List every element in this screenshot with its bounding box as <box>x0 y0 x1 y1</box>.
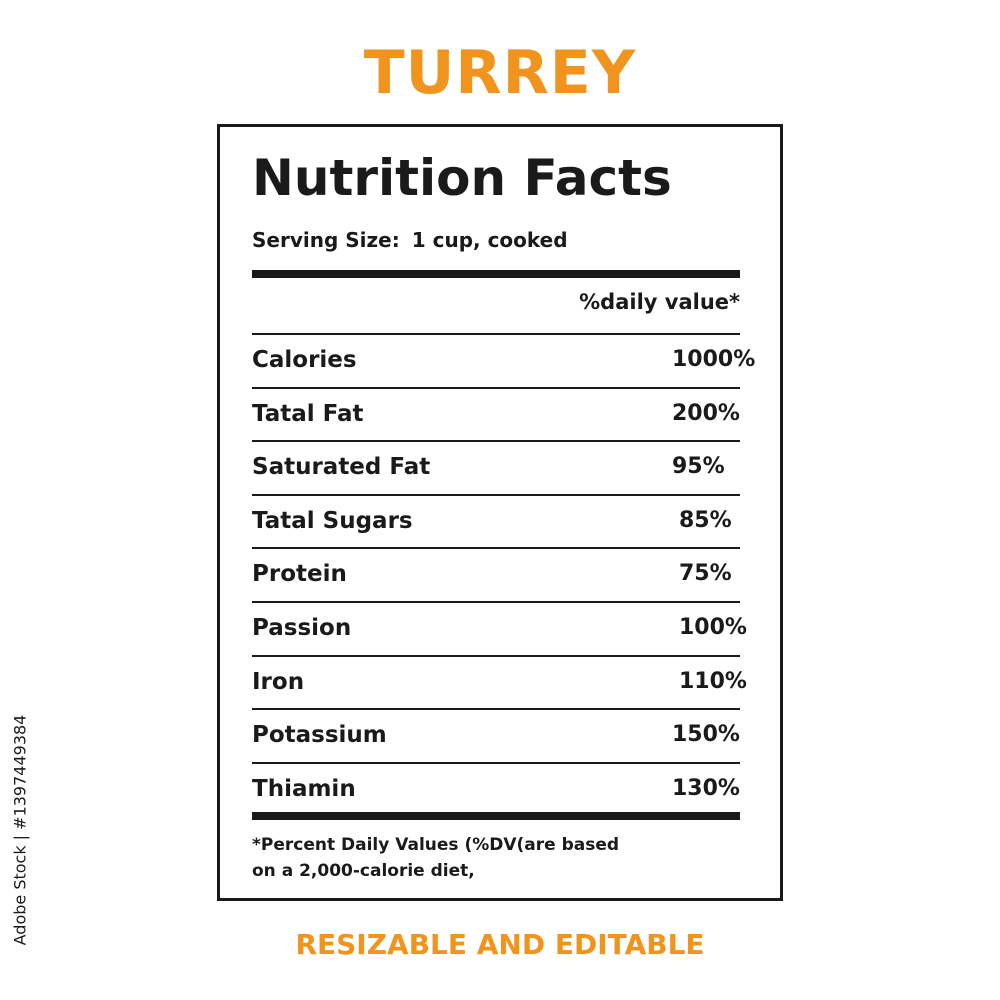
nutrient-row-thiamin: Thiamin 130% <box>252 761 740 816</box>
nutrient-row-total-sugars: Tatal Sugars 85% <box>252 493 740 548</box>
daily-value-footnote: *Percent Daily Values (%DV(are based on … <box>252 832 722 884</box>
nutrient-name: Protein <box>252 561 347 588</box>
page-title: TURREY <box>363 38 637 108</box>
nutrient-row-calories: Calories 1000% <box>252 333 755 387</box>
nutrient-row-potassium: Potassium 150% <box>252 708 740 762</box>
nutrient-percent: 1000% <box>672 347 756 372</box>
nutrient-row-passion: Passion 100% <box>252 600 747 655</box>
serving-size: Serving Size: 1 cup, cooked <box>252 225 568 255</box>
nutrient-percent: 130% <box>672 775 740 801</box>
nutrition-facts-heading: Nutrition Facts <box>252 149 672 207</box>
nutrient-rows: Calories 1000% Tatal Fat 200% Saturated … <box>252 333 755 816</box>
daily-value-header: %daily value* <box>579 290 740 314</box>
nutrient-percent: 95% <box>672 454 725 480</box>
nutrient-name: Iron <box>252 668 305 695</box>
nutrient-name: Tatal Sugars <box>252 507 413 534</box>
footnote-line-1: *Percent Daily Values (%DV(are based <box>252 835 620 855</box>
nutrient-name: Tatal Fat <box>252 400 364 427</box>
thick-divider-bottom <box>252 812 740 820</box>
thick-divider-top <box>252 270 740 278</box>
nutrient-row-total-fat: Tatal Fat 200% <box>252 386 740 441</box>
serving-size-value: 1 cup, cooked <box>411 228 568 252</box>
nutrient-name: Thiamin <box>252 775 356 802</box>
nutrient-name: Passion <box>252 614 352 641</box>
serving-size-label: Serving Size: <box>252 228 400 252</box>
nutrient-name: Saturated Fat <box>252 454 431 481</box>
nutrient-percent: 150% <box>672 722 740 748</box>
nutrient-row-protein: Protein 75% <box>252 547 740 601</box>
nutrient-percent: 85% <box>679 507 732 533</box>
footer-caption: RESIZABLE AND EDITABLE <box>295 928 705 961</box>
nutrient-name: Potassium <box>252 722 387 749</box>
nutrient-percent: 100% <box>679 614 747 640</box>
stock-id-text: Adobe Stock | #1397449384 <box>10 714 30 946</box>
footnote-line-2: on a 2,000-calorie diet, <box>252 861 475 881</box>
stock-id-watermark: Adobe Stock | #1397449384 <box>5 715 35 946</box>
nutrient-percent: 75% <box>679 561 732 587</box>
nutrition-facts-label: Nutrition Facts Serving Size: 1 cup, cook… <box>217 124 783 901</box>
nutrient-row-iron: Iron 110% <box>252 654 747 709</box>
nutrient-row-saturated-fat: Saturated Fat 95% <box>252 440 740 494</box>
nutrient-name: Calories <box>252 347 357 373</box>
nutrient-percent: 200% <box>672 400 740 426</box>
nutrient-percent: 110% <box>679 668 747 694</box>
